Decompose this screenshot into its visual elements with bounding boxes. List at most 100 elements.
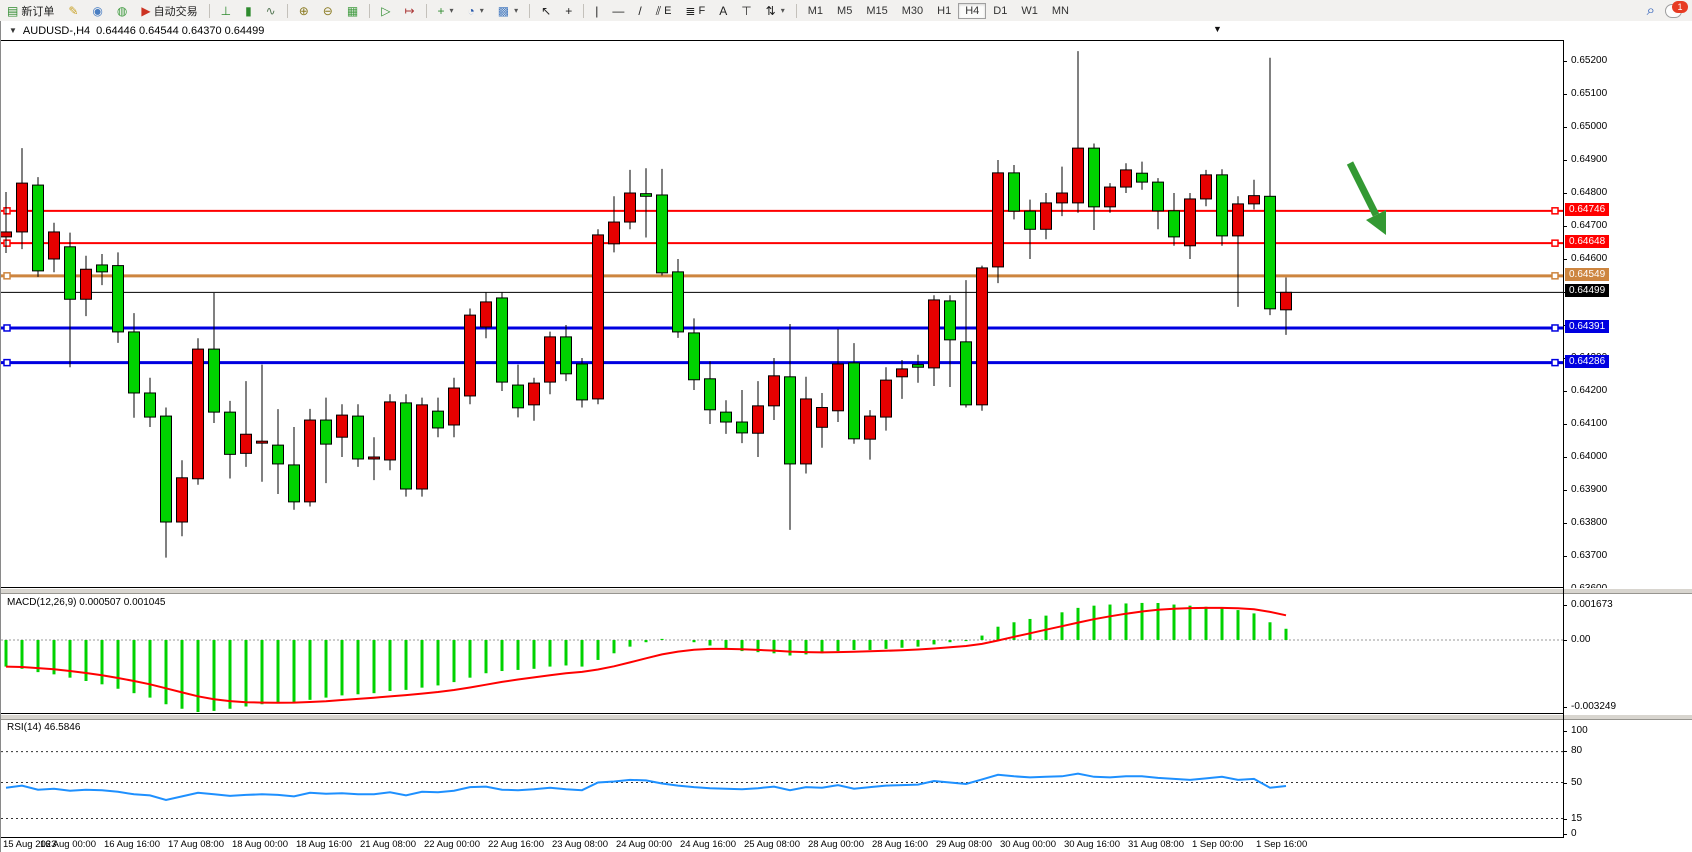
time-tick-label: 28 Aug 16:00	[872, 839, 928, 850]
arrows-button[interactable]: ⇅ ▾	[760, 3, 791, 19]
arrow-annotation-head[interactable]	[1366, 210, 1386, 235]
rsi-pane[interactable]: RSI(14) 46.5846	[1, 720, 1563, 838]
support-line-1-handle[interactable]	[3, 324, 11, 332]
pivot-line-price-badge: 0.64549	[1565, 267, 1610, 281]
timeframe-w1-button[interactable]: W1	[1021, 4, 1038, 17]
timeframe-h1-button[interactable]: H1	[937, 4, 952, 17]
periods-icon: ◔	[467, 3, 475, 18]
macd-signal-line	[5, 606, 1287, 704]
candle-body	[1120, 169, 1132, 188]
support-line-2-handle[interactable]	[1551, 358, 1559, 367]
text-label-button[interactable]: ⊤	[735, 3, 757, 19]
candle-body	[832, 363, 844, 412]
collapse-icon[interactable]: ▼	[9, 26, 17, 35]
new-order-button[interactable]: ▤ 新订单	[7, 3, 55, 18]
tile-windows-button[interactable]: ▦	[341, 3, 364, 19]
periods-button[interactable]: ◔ ▾	[462, 3, 490, 19]
timeframe-m15-button[interactable]: M15	[866, 4, 888, 17]
crayon-button[interactable]: ✎	[62, 3, 84, 19]
macd-tick	[1563, 707, 1567, 708]
candle-body	[64, 246, 76, 300]
main-price-pane[interactable]	[1, 40, 1563, 588]
candle-body	[896, 368, 908, 378]
candle-body	[1264, 195, 1276, 310]
cursor-button[interactable]: ↖	[535, 3, 557, 19]
horizontal-line-button[interactable]: —	[606, 3, 630, 19]
channel-icon: ⫽	[655, 3, 662, 18]
price-tick	[1563, 126, 1567, 128]
text-button[interactable]: A	[713, 3, 733, 19]
macd-chart	[1, 602, 1563, 712]
vertical-line-button[interactable]: |	[589, 3, 604, 19]
templates-button[interactable]: ▩ ▾	[492, 3, 524, 19]
candle-body	[32, 184, 44, 272]
candle-body	[144, 392, 156, 418]
main-toolbar: ▤ 新订单 ✎ ◉ ◍ ▶ 自动交易 ⊥ ▮ ∿ ⊕ ⊖ ▦ ▷ ↦ + ▾ ◔ ▾ ▩ ▾ ↖ + | — / ⫽ E ≣ F A ⊤ ⇅ ▾ M…	[0, 0, 1692, 22]
price-tick	[1563, 192, 1567, 194]
toolbar-separator	[286, 3, 288, 18]
trendline-button[interactable]: /	[632, 3, 647, 19]
support-line-1-handle[interactable]	[1551, 324, 1559, 332]
rsi-tick-label: 80	[1571, 745, 1583, 756]
price-tick-label: 0.64800	[1571, 186, 1608, 198]
zoom-in-button[interactable]: ⊕	[293, 3, 315, 19]
arrows-icon: ⇅	[765, 3, 776, 18]
arrow-annotation-shaft[interactable]	[1346, 161, 1380, 217]
pivot-line-handle[interactable]	[1551, 272, 1559, 280]
line-chart-icon: ∿	[265, 3, 276, 18]
pane-separator-1[interactable]	[1, 588, 1692, 594]
candle-body	[720, 411, 732, 423]
timeframe-h4-button[interactable]: H4	[958, 2, 987, 19]
timeframe-mn-button[interactable]: MN	[1051, 4, 1069, 17]
time-tick-label: 22 Aug 16:00	[488, 839, 544, 850]
indicators-button[interactable]: + ▾	[432, 3, 460, 19]
support-line-2-handle[interactable]	[3, 358, 11, 367]
time-tick-label: 23 Aug 08:00	[552, 839, 608, 850]
rsi-tick-label: 15	[1571, 813, 1583, 824]
resistance-line-1-handle[interactable]	[3, 207, 11, 215]
fibonacci-button[interactable]: ≣ F	[685, 3, 706, 18]
pane-separator-2[interactable]	[1, 714, 1692, 720]
candle-body	[512, 384, 524, 409]
resistance-line-2-handle[interactable]	[3, 239, 11, 247]
chart-symbol-title: AUDUSD-,H4	[22, 24, 91, 37]
time-tick-label: 15 Aug 2023	[3, 839, 57, 850]
pivot-line-handle[interactable]	[3, 272, 11, 280]
candle-body	[672, 271, 684, 333]
auto-scroll-button[interactable]: ▷	[375, 3, 396, 19]
candle-body	[352, 415, 364, 460]
zoom-out-button[interactable]: ⊖	[317, 3, 339, 19]
candlestick-chart[interactable]	[1, 41, 1563, 587]
signals-icon: ◍	[116, 3, 128, 18]
signals-button[interactable]: ◍	[111, 3, 133, 19]
line-chart-button[interactable]: ∿	[260, 3, 282, 19]
candle-body	[176, 477, 188, 523]
channel-button[interactable]: ⫽ E	[655, 3, 672, 18]
candlestick-button[interactable]: ▮	[239, 3, 258, 19]
timeframe-m5-button[interactable]: M5	[837, 4, 853, 17]
time-tick-label: 30 Aug 00:00	[1000, 839, 1056, 850]
candle-body	[912, 364, 924, 368]
candle-body	[528, 382, 540, 406]
resistance-line-1-handle[interactable]	[1551, 207, 1559, 215]
time-axis[interactable]: 15 Aug 2023 16 Aug 00:00 16 Aug 16:00 17 Au…	[1, 838, 1692, 852]
timeframe-m1-button[interactable]: M1	[807, 4, 824, 17]
timeframe-m30-button[interactable]: M30	[901, 4, 924, 17]
candle-body	[928, 299, 940, 369]
search-icon[interactable]: ⌕	[1646, 2, 1655, 19]
resistance-line-2-handle[interactable]	[1551, 239, 1559, 247]
candle-body	[288, 464, 300, 503]
chart-shift-button[interactable]: ↦	[398, 3, 420, 19]
candle-body	[1248, 195, 1260, 205]
chat-icon[interactable]: 1	[1665, 0, 1688, 18]
autotrading-button[interactable]: ▶ 自动交易	[141, 3, 198, 18]
candle-body	[1024, 210, 1036, 230]
timeframe-d1-button[interactable]: D1	[993, 4, 1008, 17]
crosshair-button[interactable]: +	[559, 3, 578, 19]
experts-button[interactable]: ◉	[86, 3, 108, 19]
macd-pane[interactable]: MACD(12,26,9) 0.000507 0.001045	[1, 595, 1563, 714]
chart-shift-marker[interactable]: ▼	[1213, 24, 1222, 34]
bar-chart-button[interactable]: ⊥	[215, 3, 237, 19]
crayon-icon: ✎	[68, 3, 79, 18]
candle-body	[752, 405, 764, 434]
